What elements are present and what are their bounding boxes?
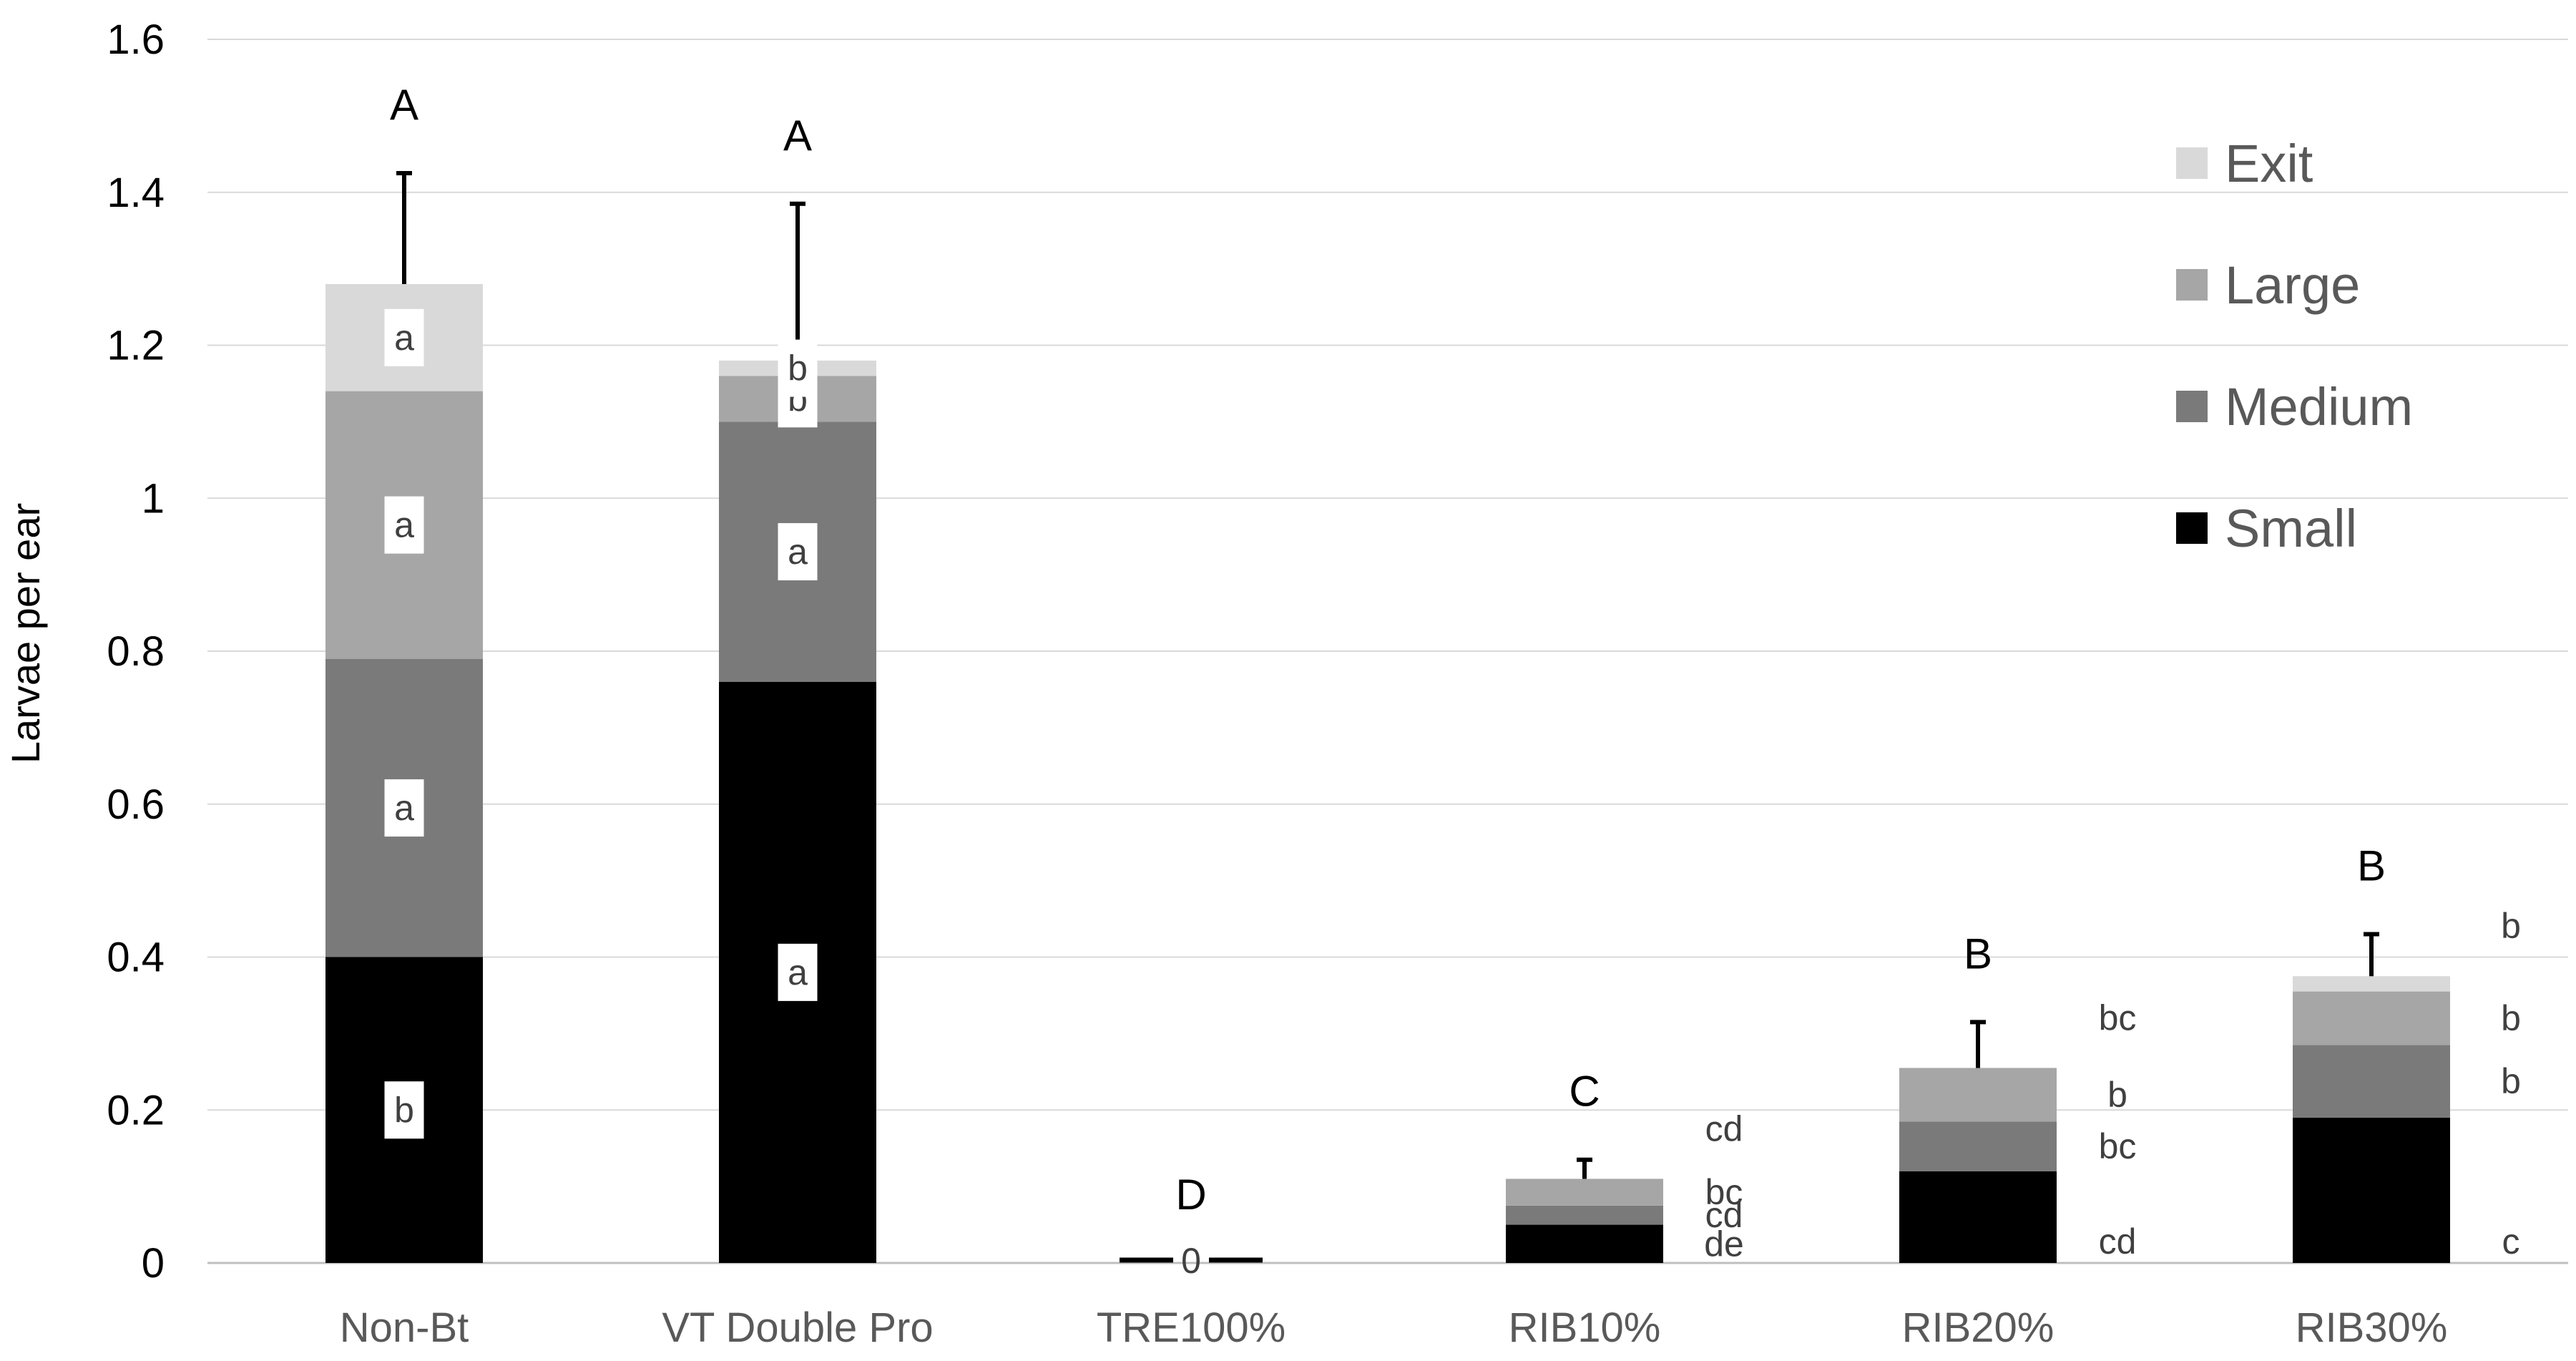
- bars: [325, 284, 2450, 1263]
- bar-rib30-exit: [2293, 976, 2450, 992]
- segment-letter: b: [2501, 906, 2521, 946]
- y-tick-label: 0.2: [107, 1087, 165, 1133]
- group-letter: A: [390, 81, 418, 129]
- segment-letter: cd: [2099, 1221, 2137, 1262]
- y-tick-label: 1.6: [107, 16, 165, 63]
- legend-label-exit: Exit: [2225, 134, 2313, 193]
- segment-letter: a: [788, 952, 808, 992]
- legend-swatch-small: [2176, 512, 2208, 544]
- x-tick-labels: Non-Bt VT Double Pro TRE100% RIB10% RIB20% RI…: [340, 1304, 2448, 1351]
- group-letter: A: [783, 112, 812, 160]
- group-letter: C: [1569, 1068, 1600, 1116]
- segment-letter-box: [384, 308, 424, 366]
- bar-rib10-large: [1506, 1179, 1663, 1206]
- segment-letter: a: [394, 318, 414, 358]
- y-tick-label: 0: [142, 1240, 165, 1287]
- segment-letter: de: [1704, 1224, 1744, 1264]
- y-tick-label: 1.4: [107, 170, 165, 216]
- bar-rib30-medium: [2293, 1045, 2450, 1118]
- segment-letter-box: [384, 779, 424, 837]
- bar-rib10-medium: [1506, 1205, 1663, 1225]
- segment-letter-box: [778, 943, 818, 1001]
- segment-letter: b: [788, 348, 808, 389]
- segment-letter: cd: [1705, 1195, 1743, 1235]
- y-axis-title: Larvae per ear: [3, 503, 48, 764]
- y-tick-label: 0.4: [107, 935, 165, 981]
- segment-letter: a: [788, 532, 808, 572]
- y-tick-label: 1: [142, 475, 165, 522]
- x-tick-label: RIB10%: [1509, 1304, 1661, 1351]
- segment-letter: c: [2502, 1221, 2520, 1262]
- segment-letter: a: [394, 505, 414, 545]
- y-tick-label: 1.2: [107, 323, 165, 369]
- group-letter: B: [2357, 842, 2386, 889]
- segment-letter: b: [394, 1090, 414, 1130]
- segment-letter: bc: [1705, 1172, 1743, 1212]
- bar-rib20-medium: [1899, 1121, 2057, 1171]
- legend-label-medium: Medium: [2225, 377, 2413, 436]
- y-tick-label: 0.6: [107, 781, 165, 828]
- y-tick-labels: 0 0.2 0.4 0.6 0.8 1 1.2 1.4 1.6: [107, 16, 165, 1287]
- legend-label-small: Small: [2225, 499, 2357, 558]
- group-letter: D: [1175, 1171, 1206, 1219]
- segment-letter-box: [778, 339, 818, 397]
- gridlines: [207, 39, 2568, 1264]
- bar-rib30-large: [2293, 991, 2450, 1045]
- group-letter-labels: A A D C B B: [390, 81, 2386, 1219]
- segment-letter: b: [2501, 998, 2521, 1038]
- zero-value-label: 0: [1181, 1241, 1201, 1281]
- x-tick-label: RIB30%: [2296, 1304, 2448, 1351]
- legend-label-large: Large: [2225, 255, 2360, 315]
- bar-rib30-small: [2293, 1117, 2450, 1263]
- bar-rib20-small: [1899, 1171, 2057, 1263]
- segment-letter-box: [384, 496, 424, 554]
- x-tick-label: TRE100%: [1097, 1304, 1285, 1351]
- y-tick-label: 0.8: [107, 628, 165, 675]
- segment-letter: bc: [2099, 1126, 2137, 1166]
- legend-swatch-medium: [2176, 391, 2208, 422]
- group-letter: B: [1964, 930, 1992, 977]
- legend-swatch-exit: [2176, 147, 2208, 179]
- segment-letter: b: [2107, 1075, 2127, 1115]
- segment-letter: b: [2501, 1061, 2521, 1101]
- x-tick-label: VT Double Pro: [662, 1304, 933, 1351]
- bar-rib20-large: [1899, 1068, 2057, 1122]
- error-bars: 0: [396, 171, 2379, 1281]
- legend: Exit Large Medium Small: [2176, 134, 2413, 558]
- segment-letter: bc: [2099, 997, 2137, 1038]
- x-tick-label: Non-Bt: [340, 1304, 469, 1351]
- bar-rib10-small: [1506, 1224, 1663, 1263]
- x-tick-label: RIB20%: [1902, 1304, 2055, 1351]
- segment-letter-box: [778, 523, 818, 581]
- segment-letter: cd: [1705, 1108, 1743, 1148]
- legend-swatch-large: [2176, 269, 2208, 301]
- segment-letter: a: [394, 788, 414, 828]
- segment-letter-box: [384, 1081, 424, 1139]
